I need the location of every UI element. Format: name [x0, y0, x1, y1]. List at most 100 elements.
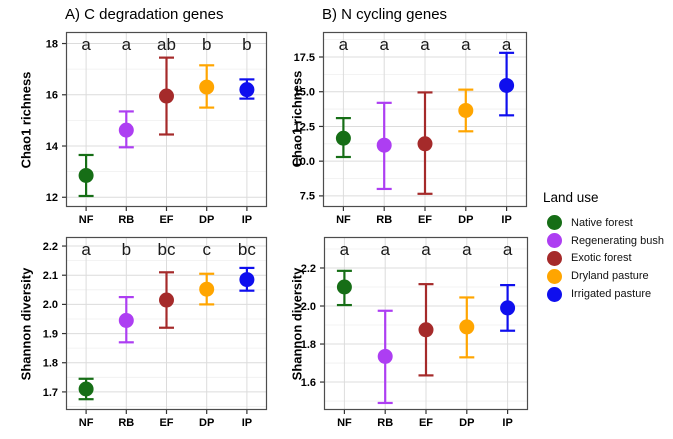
panel-b-chao1-plot: a a a a a 7.5 10.0 12.5 15.0 17.5 NF RB EF DP IP: [294, 31, 528, 226]
exotic-forest-dot-icon: [547, 250, 562, 266]
mean-point: [78, 381, 94, 397]
y-tick-label: 1.8: [301, 339, 316, 351]
y-tick-label: 2.2: [301, 263, 316, 275]
native-forest-dot-icon: [547, 215, 562, 231]
panel-b-chao1-ylabel: Chao1 richness: [289, 70, 305, 168]
y-tick-label: 1.9: [43, 328, 58, 340]
legend-item-irrigated-pasture: Irrigated pasture: [541, 285, 664, 303]
mean-point: [499, 77, 515, 93]
x-tick-label: NF: [79, 417, 94, 429]
y-tick-label: 12: [46, 192, 58, 204]
legend-title: Land use: [543, 190, 599, 205]
regenerating-bush-dot-icon: [547, 233, 562, 249]
mean-point: [199, 281, 215, 297]
panel-border: [65, 236, 268, 411]
significance-letter: b: [122, 240, 131, 259]
significance-letter: c: [202, 240, 211, 259]
y-tick-label: 16: [46, 90, 58, 102]
mean-point: [159, 292, 174, 308]
legend-item-native-forest: Native forest: [541, 214, 664, 232]
y-tick-label: 17.5: [294, 52, 315, 64]
mean-point: [239, 82, 255, 98]
mean-point: [118, 312, 134, 328]
panel-border: [323, 236, 529, 411]
panel-a-title: A) C degradation genes: [65, 6, 224, 23]
significance-letter: ab: [157, 35, 176, 54]
irrigated-pasture-dot-icon: [547, 286, 562, 302]
x-tick-label: RB: [376, 214, 392, 226]
significance-letter: a: [420, 35, 430, 54]
legend-item-regenerating-bush: Regenerating bush: [541, 232, 664, 250]
x-tick-label: IP: [501, 214, 511, 226]
significance-letter: bc: [238, 240, 256, 259]
y-tick-label: 1.7: [43, 387, 58, 399]
x-tick-label: RB: [118, 417, 134, 429]
mean-point: [459, 319, 475, 335]
x-tick-label: DP: [199, 417, 214, 429]
x-tick-label: DP: [199, 214, 214, 226]
x-tick-label: NF: [336, 214, 351, 226]
significance-letter: a: [122, 35, 132, 54]
y-tick-label: 2.0: [301, 301, 316, 313]
significance-letter: a: [462, 240, 472, 259]
significance-letter: a: [339, 35, 349, 54]
panel-b-title: B) N cycling genes: [322, 6, 448, 23]
panel-a-shannon-ylabel: Shannon diversity: [18, 267, 34, 381]
x-tick-label: EF: [159, 214, 173, 226]
x-tick-label: RB: [118, 214, 134, 226]
legend-label: Regenerating bush: [571, 234, 664, 247]
legend-item-dryland-pasture: Dryland pasture: [541, 267, 664, 285]
mean-point: [335, 130, 351, 146]
mean-point: [78, 167, 94, 183]
mean-point: [376, 137, 392, 153]
panel-a-chao1-plot: a a ab b b 12 14 16 18 NF RB EF DP IP: [46, 31, 268, 226]
mean-point: [500, 300, 516, 316]
mean-point: [199, 79, 215, 95]
panel-b-shannon-plot: a a a a a 1.6 1.8 2.0 2.2 NF RB EF DP IP: [301, 236, 529, 429]
significance-letter: a: [503, 240, 513, 259]
y-tick-label: 2.2: [43, 241, 58, 253]
panel-border: [322, 31, 528, 208]
y-tick-label: 10.0: [294, 156, 315, 168]
x-tick-label: NF: [79, 214, 94, 226]
legend-label: Native forest: [571, 216, 633, 229]
y-tick-label: 15.0: [294, 87, 315, 99]
x-tick-label: IP: [242, 214, 252, 226]
significance-letter: a: [379, 35, 389, 54]
significance-letter: a: [380, 240, 390, 259]
y-tick-label: 2.1: [43, 270, 58, 282]
y-tick-label: 18: [46, 38, 58, 50]
legend-label: Irrigated pasture: [571, 288, 652, 301]
legend-label: Exotic forest: [571, 252, 632, 265]
mean-point: [377, 348, 393, 364]
x-tick-label: EF: [419, 417, 433, 429]
mean-point: [239, 272, 255, 288]
significance-letter: bc: [158, 240, 176, 259]
mean-point: [118, 122, 134, 138]
x-tick-label: DP: [459, 417, 474, 429]
panel-a-chao1-ylabel: Chao1 richness: [18, 71, 34, 169]
y-tick-label: 1.8: [43, 358, 58, 370]
significance-letter: b: [202, 35, 211, 54]
significance-letter: a: [81, 240, 91, 259]
mean-point: [336, 279, 352, 295]
mean-point: [458, 102, 474, 118]
x-tick-label: RB: [377, 417, 393, 429]
y-tick-label: 14: [46, 141, 59, 153]
panel-a-shannon-plot: a b bc c bc 1.7 1.8 1.9 2.0 2.1 2.2 NF RB EF DP IP: [43, 236, 268, 429]
y-tick-label: 7.5: [300, 191, 315, 203]
mean-point: [418, 322, 434, 338]
x-tick-label: DP: [458, 214, 473, 226]
x-tick-label: EF: [418, 214, 432, 226]
x-tick-label: IP: [242, 417, 252, 429]
x-tick-label: NF: [337, 417, 352, 429]
mean-point: [417, 136, 433, 152]
legend: Land use Native forest Regenerating bush…: [541, 190, 664, 303]
x-tick-label: EF: [159, 417, 173, 429]
significance-letter: a: [502, 35, 512, 54]
y-tick-label: 12.5: [294, 121, 315, 133]
panel-border: [65, 31, 268, 208]
y-tick-label: 1.6: [301, 377, 316, 389]
x-tick-label: IP: [502, 417, 512, 429]
